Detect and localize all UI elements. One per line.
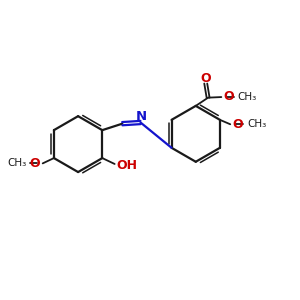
Text: CH₃: CH₃ [238, 92, 257, 102]
Text: O: O [232, 118, 243, 131]
Text: O: O [224, 90, 234, 103]
Text: O: O [200, 72, 211, 85]
Text: N: N [136, 110, 147, 123]
Text: OH: OH [116, 159, 137, 172]
Text: CH₃: CH₃ [7, 158, 26, 168]
Text: CH₃: CH₃ [247, 119, 267, 129]
Text: O: O [30, 157, 40, 170]
